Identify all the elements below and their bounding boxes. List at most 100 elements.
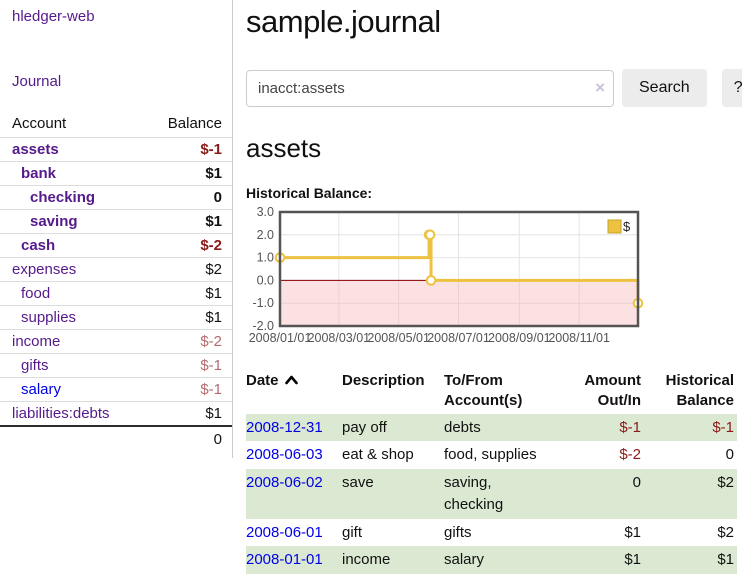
account-balance: $-1 <box>200 141 222 158</box>
search-input[interactable] <box>246 69 614 107</box>
account-name-cell: salary <box>0 378 137 402</box>
account-row: salary $-1 <box>0 377 232 402</box>
account-name-cell: cash <box>0 234 137 258</box>
account-row: saving $1 <box>0 209 232 234</box>
transaction-date-link[interactable]: 2008-06-01 <box>246 523 323 541</box>
negative-region <box>280 280 638 326</box>
register-row: 2008-12-31 pay off debts $-1 $-1 <box>246 413 737 442</box>
account-row: supplies $1 <box>0 305 232 330</box>
transaction-date-link[interactable]: 2008-06-02 <box>246 474 323 491</box>
account-row: checking 0 <box>0 185 232 210</box>
account-link[interactable]: checking <box>30 189 96 206</box>
register-amount-cell: $-1 <box>619 418 641 436</box>
register-description-cell: save <box>342 474 374 491</box>
data-point-marker <box>424 229 436 241</box>
register-date-cell: 2008-12-31 <box>246 414 342 442</box>
account-link[interactable]: salary <box>21 381 62 398</box>
account-balance: $-1 <box>200 357 222 374</box>
account-row: gifts $-1 <box>0 353 232 378</box>
account-row: food $1 <box>0 281 232 306</box>
register-amount-cell: 0 <box>632 474 641 491</box>
plot-border <box>278 210 640 328</box>
account-row: bank $1 <box>0 161 232 186</box>
search-help-button[interactable]: ? <box>721 69 742 107</box>
transaction-date-link[interactable]: 2008-06-03 <box>246 446 323 464</box>
register-date-cell: 2008-06-02 <box>246 469 342 519</box>
chart-label: Historical Balance: <box>246 185 373 201</box>
transaction-date-link[interactable]: 2008-12-31 <box>246 418 323 436</box>
account-link[interactable]: assets <box>12 141 59 158</box>
search-input-wrap: × <box>246 69 614 107</box>
register-description-cell: eat & shop <box>342 446 414 464</box>
register-balance-cell: 0 <box>725 446 734 464</box>
register-header-description: Description <box>342 372 425 389</box>
account-name-cell: saving <box>0 210 137 234</box>
sidebar-item-journal[interactable]: Journal <box>12 73 62 90</box>
register-balance-cell: $2 <box>717 523 734 541</box>
x-axis-tick-label: 2008/11/01 <box>548 331 610 345</box>
data-point-marker <box>425 275 437 286</box>
account-row: expenses $2 <box>0 257 232 282</box>
search-button[interactable]: Search <box>622 69 707 107</box>
account-row: cash $-2 <box>0 233 232 258</box>
y-axis-tick-label: 1.0 <box>257 251 274 265</box>
main-content: sample.journal × Search ? assets Histori… <box>233 0 742 574</box>
app-title-link[interactable]: hledger-web <box>12 8 95 25</box>
register-header-accounts: To/From Account(s) <box>444 372 523 410</box>
account-name-cell: income <box>0 330 137 354</box>
account-name-cell: liabilities:debts <box>0 402 137 427</box>
account-balance: $1 <box>205 309 222 326</box>
account-name-cell: gifts <box>0 354 137 378</box>
register-accounts-cell: salary <box>444 551 485 569</box>
register-description-cell: income <box>342 551 391 569</box>
register-table: Date Description To/From Account(s) Amou… <box>246 369 737 574</box>
account-balance: $1 <box>205 405 222 422</box>
register-header-balance: Historical Balance <box>665 372 734 410</box>
register-row: 2008-06-01 gift gifts $1 $2 <box>246 519 737 547</box>
account-link[interactable]: liabilities:debts <box>12 405 110 422</box>
account-link[interactable]: income <box>12 333 61 350</box>
register-description-cell: pay off <box>342 418 387 436</box>
y-axis-tick-label: 2.0 <box>257 228 274 242</box>
register-row: 2008-01-01 income salary $1 $1 <box>246 546 737 574</box>
y-axis-tick-label: 0.0 <box>257 273 274 287</box>
account-link[interactable]: cash <box>21 237 56 254</box>
register-row: 2008-06-02 save saving, checking 0 $2 <box>246 469 737 519</box>
register-amount-cell: $1 <box>624 551 641 569</box>
historical-balance-chart: $3.0 2.0 1.0 0.0 -1.0 -2.0 2008/01/01 2008/03/0… <box>246 205 646 351</box>
register-header-date[interactable]: Date <box>246 369 342 414</box>
x-axis-tick-label: 2008/01/01 <box>249 331 312 345</box>
legend-swatch <box>607 219 622 234</box>
account-row: liabilities:debts $1 <box>0 401 232 427</box>
register-accounts-cell: saving, checking <box>444 474 504 513</box>
account-balance: $2 <box>205 261 222 278</box>
register-description-cell: gift <box>342 523 363 541</box>
register-date-cell: 2008-06-01 <box>246 519 342 547</box>
account-link[interactable]: gifts <box>21 357 49 374</box>
account-name-cell: expenses <box>0 258 137 282</box>
accounts-total-spacer <box>0 426 137 452</box>
account-balance: $1 <box>205 285 222 302</box>
transaction-date-link[interactable]: 2008-01-01 <box>246 551 323 569</box>
account-link[interactable]: saving <box>30 213 78 230</box>
accounts-total-value: 0 <box>213 431 222 448</box>
register-header-date-label: Date <box>246 372 279 389</box>
x-axis-tick-label: 2008/09/01 <box>488 331 551 345</box>
register-balance-cell: $-1 <box>712 418 734 436</box>
sidebar: hledger-web Journal Account Balance asse… <box>0 0 233 458</box>
account-name-cell: food <box>0 282 137 306</box>
account-link[interactable]: food <box>21 285 51 302</box>
account-name-cell: checking <box>0 186 137 210</box>
account-balance: $-1 <box>200 381 222 398</box>
legend-label: $ <box>623 219 631 234</box>
account-link[interactable]: bank <box>21 165 57 182</box>
account-link[interactable]: expenses <box>12 261 77 278</box>
register-row: 2008-06-03 eat & shop food, supplies $-2… <box>246 441 737 469</box>
register-header-row: Date Description To/From Account(s) Amou… <box>246 369 737 414</box>
account-link[interactable]: supplies <box>21 309 77 326</box>
clear-search-icon[interactable]: × <box>595 77 605 97</box>
register-body: 2008-12-31 pay off debts $-1 $-1 2008-06… <box>246 413 737 574</box>
register-date-cell: 2008-01-01 <box>246 546 342 574</box>
x-axis-tick-label: 2008/05/01 <box>367 331 430 345</box>
